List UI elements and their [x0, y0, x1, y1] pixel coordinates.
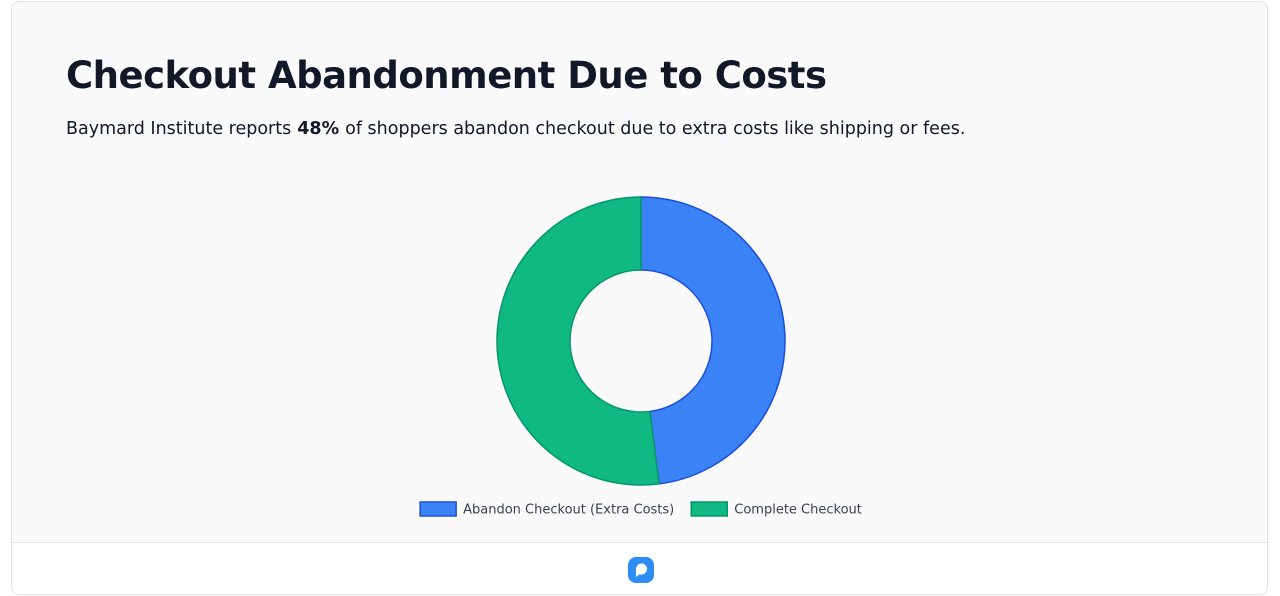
subtitle: Baymard Institute reports 48% of shoppers … — [66, 119, 965, 139]
legend-swatch — [419, 501, 457, 517]
legend-swatch — [690, 501, 729, 517]
donut-slice — [640, 196, 786, 485]
footer — [12, 542, 1267, 594]
card: Checkout Abandonment Due to Costs Baymar… — [11, 1, 1268, 595]
legend-label: Complete Checkout — [734, 503, 862, 518]
legend-label: Abandon Checkout (Extra Costs) — [463, 503, 674, 518]
chart: Abandon Checkout (Extra Costs) Complete C… — [419, 196, 862, 518]
subtitle-highlight: 48% — [297, 119, 340, 139]
subtitle-text: Baymard Institute reports — [66, 119, 292, 139]
subtitle-text: of shoppers abandon checkout due to extr… — [345, 119, 966, 139]
logo[interactable] — [626, 555, 656, 585]
donut-slice — [496, 196, 660, 486]
chart-title: Checkout Abandonment Due to Costs — [66, 54, 827, 97]
